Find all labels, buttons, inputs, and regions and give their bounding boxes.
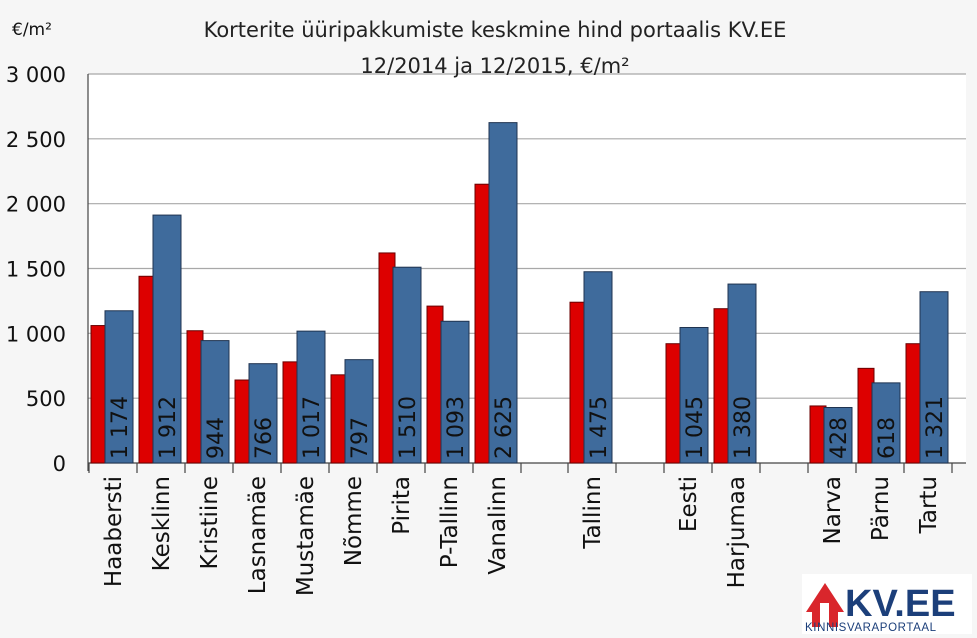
data-label: 1 475 bbox=[587, 396, 612, 459]
chart-title: Korterite üüripakkumiste keskmine hind p… bbox=[204, 18, 787, 42]
bar-2015 bbox=[440, 320, 470, 464]
x-tick-label: Tallinn bbox=[580, 476, 606, 550]
bar-2015 bbox=[392, 266, 422, 464]
data-label: 1 093 bbox=[444, 396, 469, 459]
y-tick-label: 2 500 bbox=[6, 128, 66, 152]
data-label: 766 bbox=[252, 417, 277, 459]
y-tick-label: 0 bbox=[53, 452, 66, 476]
y-tick-label: 3 000 bbox=[6, 63, 66, 87]
data-label: 797 bbox=[348, 417, 373, 459]
x-tick-label: Kesklinn bbox=[149, 476, 175, 571]
data-label: 2 625 bbox=[492, 396, 517, 459]
bars bbox=[90, 122, 949, 464]
data-label: 1 017 bbox=[300, 396, 325, 459]
logo-text: KV.EE bbox=[845, 583, 956, 625]
x-tick-label: Narva bbox=[820, 476, 846, 544]
x-tick-label: Eesti bbox=[676, 476, 702, 532]
x-tick-label: Vanalinn bbox=[485, 476, 511, 575]
data-label: 944 bbox=[204, 417, 229, 459]
logo-subtext: KINNISVARAPORTAAL bbox=[805, 622, 937, 634]
data-labels: 1 174 1 912 944 766 1 017 797 1 510 1 093 2 625 1… bbox=[108, 396, 948, 459]
bar-2015 bbox=[200, 340, 230, 464]
house-door-icon bbox=[820, 603, 829, 627]
y-tick-label: 1 000 bbox=[6, 322, 66, 346]
bar-2015 bbox=[583, 271, 613, 464]
x-axis: Haabersti Kesklinn Kristiine Lasnamäe Mustam… bbox=[101, 476, 942, 596]
x-tick-label: Tartu bbox=[916, 476, 942, 534]
bar-2015 bbox=[152, 214, 182, 464]
data-label: 1 510 bbox=[396, 396, 421, 459]
bar-2015 bbox=[919, 291, 949, 464]
x-tick-label: Harjumaa bbox=[724, 476, 750, 588]
y-tick-label: 500 bbox=[26, 387, 66, 411]
y-axis-unit: €/m² bbox=[12, 20, 52, 40]
chart-subtitle: 12/2014 ja 12/2015, €/m² bbox=[360, 54, 629, 78]
bar-2015 bbox=[488, 122, 518, 464]
bar-2015 bbox=[344, 359, 374, 464]
bar-2015 bbox=[823, 407, 853, 464]
data-label: 1 380 bbox=[731, 396, 756, 459]
data-label: 1 045 bbox=[683, 396, 708, 459]
y-tick-label: 1 500 bbox=[6, 258, 66, 282]
y-axis: 0 500 1 000 1 500 2 000 2 500 3 000 bbox=[6, 63, 953, 476]
bar-2015 bbox=[871, 382, 901, 464]
x-tick-label: Nõmme bbox=[341, 476, 367, 566]
x-tick-label: Pärnu bbox=[868, 476, 894, 541]
bar-2015 bbox=[727, 283, 757, 464]
x-tick-label: Haabersti bbox=[101, 476, 127, 587]
y-tick-label: 2 000 bbox=[6, 193, 66, 217]
bar-2015 bbox=[296, 330, 326, 464]
data-label: 618 bbox=[875, 417, 900, 459]
data-label: 428 bbox=[827, 417, 852, 459]
x-tick-label: Kristiine bbox=[197, 476, 223, 569]
bar-2015 bbox=[679, 326, 709, 464]
data-label: 1 912 bbox=[156, 396, 181, 459]
data-label: 1 174 bbox=[108, 396, 133, 459]
data-label: 1 321 bbox=[923, 396, 948, 459]
bar-2015 bbox=[248, 363, 278, 464]
x-tick-label: Pirita bbox=[389, 476, 415, 535]
x-tick-label: Mustamäe bbox=[293, 476, 319, 596]
bar-2015 bbox=[104, 310, 134, 464]
gridlines bbox=[88, 73, 966, 464]
x-tick-label: P-Tallinn bbox=[437, 476, 463, 568]
x-tick-label: Lasnamäe bbox=[245, 476, 271, 594]
kv-ee-logo: KV.EE KINNISVARAPORTAAL bbox=[802, 574, 972, 634]
